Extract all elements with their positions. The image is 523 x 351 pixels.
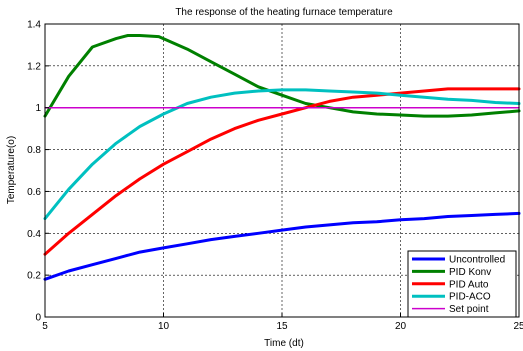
- y-axis-title: Temperature(o): [6, 136, 17, 204]
- legend-label-set-point: Set point: [449, 304, 489, 315]
- chart-title: The response of the heating furnace temp…: [175, 7, 393, 18]
- legend-label-pid-auto: PID Auto: [449, 279, 489, 290]
- x-tick-label: 5: [42, 321, 48, 332]
- x-axis-title: Time (dt): [264, 338, 304, 349]
- y-tick-label: 0.4: [27, 229, 41, 240]
- legend-label-pid-aco: PID-ACO: [449, 292, 491, 303]
- x-tick-label: 10: [158, 321, 170, 332]
- y-tick-label: 0.8: [27, 145, 41, 156]
- series-lines: [43, 34, 521, 281]
- y-tick-label: 0: [35, 313, 41, 324]
- y-tick-label: 1.2: [27, 61, 41, 72]
- y-tick-label: 1.4: [27, 20, 41, 31]
- legend-label-uncontrolled: Uncontrolled: [449, 255, 505, 266]
- x-tick-label: 20: [395, 321, 407, 332]
- series-line-uncontrolled: [43, 211, 521, 281]
- series-line-pid-aco: [43, 88, 521, 221]
- axis-ticks: 5 10 15 20 25 0 0.2 0.4 0.6 0.8 1 1.2 1.4: [27, 20, 523, 333]
- y-tick-label: 0.6: [27, 187, 41, 198]
- y-tick-label: 1: [35, 103, 41, 114]
- x-tick-label: 25: [513, 321, 523, 332]
- series-line-pid-auto: [43, 87, 521, 256]
- x-tick-label: 15: [276, 321, 288, 332]
- legend-label-pid-konv: PID Konv: [449, 267, 491, 278]
- y-tick-label: 0.2: [27, 271, 41, 282]
